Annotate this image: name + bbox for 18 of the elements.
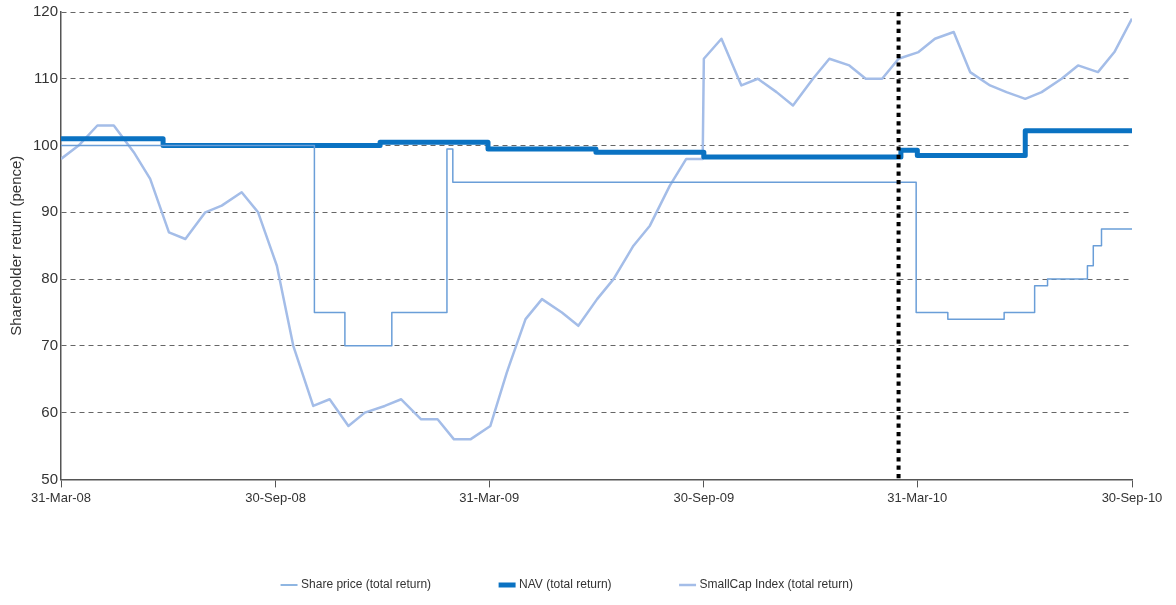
x-tick-label: 31-Mar-10 [887, 489, 948, 505]
x-tick-label: 31-Mar-08 [31, 489, 92, 505]
y-tick-label: 80 [41, 269, 59, 287]
x-tick-label: 30-Sep-09 [673, 489, 735, 505]
legend-label: SmallCap Index (total return) [699, 577, 853, 592]
y-tick-label: 90 [41, 202, 59, 220]
x-tick-label: 30-Sep-08 [245, 489, 307, 505]
x-tick-label: 31-Mar-09 [459, 489, 520, 505]
y-tick-label: 100 [33, 135, 59, 153]
x-tick-label: 30-Sep-10 [1101, 489, 1163, 505]
y-tick-label: 70 [41, 336, 59, 353]
legend-label: NAV (total return) [519, 577, 612, 592]
legend-label: Share price (total return) [301, 577, 432, 592]
y-tick-label: 50 [41, 469, 59, 487]
y-axis-title: Shareholder return (pence) [7, 155, 25, 336]
y-tick-label: 120 [33, 2, 59, 20]
y-tick-label: 110 [34, 68, 59, 86]
y-tick-label: 60 [41, 402, 59, 420]
